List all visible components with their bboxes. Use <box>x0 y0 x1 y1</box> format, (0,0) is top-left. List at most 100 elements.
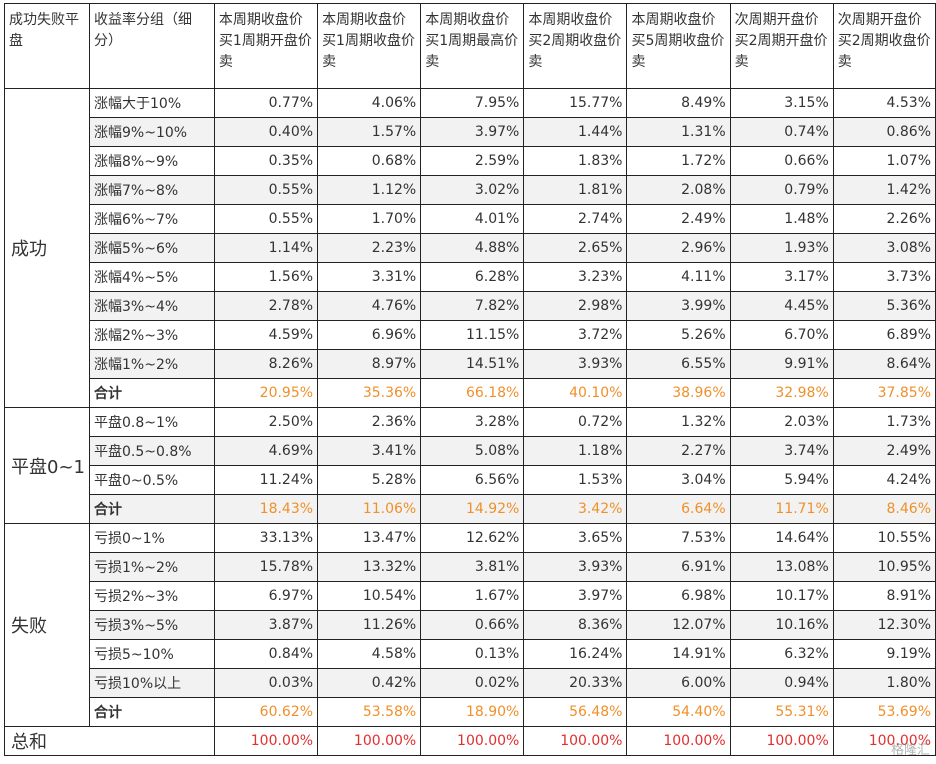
subtotal-value: 11.71% <box>729 494 834 524</box>
value-cell: 4.24% <box>832 465 936 495</box>
header-cell: 成功失败平盘 <box>4 3 90 89</box>
value-cell: 4.06% <box>317 88 422 118</box>
subtotal-value: 53.69% <box>832 697 936 727</box>
subtotal-value: 35.36% <box>317 378 422 408</box>
row-label: 亏损10%以上 <box>89 668 215 698</box>
value-cell: 1.14% <box>213 233 319 263</box>
value-cell: 10.54% <box>317 581 422 611</box>
subtotal-row: 合计 20.95% 35.36% 66.18% 40.10% 38.96% 32.98% 37… <box>5 378 936 408</box>
row-label: 涨幅4%~5% <box>89 262 215 292</box>
value-cell: 3.99% <box>626 291 731 321</box>
row-label: 涨幅9%~10% <box>89 117 215 147</box>
value-cell: 2.74% <box>523 204 628 234</box>
value-cell: 10.16% <box>729 610 834 640</box>
value-cell: 3.23% <box>523 262 628 292</box>
table-body: 成功 涨幅大于10% 0.77% 4.06% 7.95% 15.77% 8.49% 3.15%… <box>4 88 936 756</box>
value-cell: 7.53% <box>626 523 731 553</box>
value-cell: 0.77% <box>213 88 319 118</box>
subtotal-row: 合计 18.43% 11.06% 14.92% 3.42% 6.64% 11.71% 8.46… <box>5 494 936 524</box>
row-label: 涨幅大于10% <box>89 88 215 118</box>
row-label: 亏损0~1% <box>89 523 215 553</box>
subtotal-row: 合计 60.62% 53.58% 18.90% 56.48% 54.40% 55.31% 53… <box>5 697 936 727</box>
watermark: 格隆汇 <box>890 743 930 758</box>
value-cell: 3.97% <box>420 117 525 147</box>
value-cell: 4.11% <box>626 262 731 292</box>
value-cell: 12.62% <box>420 523 525 553</box>
value-cell: 1.73% <box>832 407 936 437</box>
value-cell: 9.91% <box>729 349 834 379</box>
value-cell: 8.97% <box>317 349 422 379</box>
table-row: 涨幅8%~9% 0.35% 0.68% 2.59% 1.83% 1.72% 0.66% 1.0… <box>5 146 936 176</box>
table-row: 平盘0.5~0.8% 4.69% 3.41% 5.08% 1.18% 2.27% 3.74%… <box>5 436 936 466</box>
subtotal-value: 60.62% <box>213 697 319 727</box>
value-cell: 0.74% <box>729 117 834 147</box>
value-cell: 5.08% <box>420 436 525 466</box>
value-cell: 4.01% <box>420 204 525 234</box>
value-cell: 4.53% <box>832 88 936 118</box>
subtotal-value: 54.40% <box>626 697 731 727</box>
table-row: 涨幅1%~2% 8.26% 8.97% 14.51% 3.93% 6.55% 9.91% 8.… <box>5 349 936 379</box>
table-row: 亏损10%以上 0.03% 0.42% 0.02% 20.33% 6.00% 0.94% 1.… <box>5 668 936 698</box>
subtotal-label: 合计 <box>89 378 215 408</box>
value-cell: 3.15% <box>729 88 834 118</box>
value-cell: 4.58% <box>317 639 422 669</box>
value-cell: 3.74% <box>729 436 834 466</box>
value-cell: 4.59% <box>213 320 319 350</box>
value-cell: 6.00% <box>626 668 731 698</box>
value-cell: 0.13% <box>420 639 525 669</box>
value-cell: 1.80% <box>832 668 936 698</box>
subtotal-value: 18.43% <box>213 494 319 524</box>
value-cell: 6.32% <box>729 639 834 669</box>
value-cell: 5.26% <box>626 320 731 350</box>
value-cell: 5.36% <box>832 291 936 321</box>
grand-total-value: 100.00% <box>832 726 936 756</box>
table-row: 亏损3%~5% 3.87% 11.26% 0.66% 8.36% 12.07% 10.16%… <box>5 610 936 640</box>
value-cell: 6.91% <box>626 552 731 582</box>
value-cell: 11.15% <box>420 320 525 350</box>
subtotal-value: 40.10% <box>523 378 628 408</box>
subtotal-value: 14.92% <box>420 494 525 524</box>
value-cell: 3.81% <box>420 552 525 582</box>
grand-total-value: 100.00% <box>420 726 525 756</box>
subtotal-value: 32.98% <box>729 378 834 408</box>
header-cell: 本周期收盘价买1周期收盘价卖 <box>317 3 422 89</box>
grand-total-value: 100.00% <box>523 726 628 756</box>
value-cell: 0.42% <box>317 668 422 698</box>
value-cell: 3.73% <box>832 262 936 292</box>
table-row: 涨幅7%~8% 0.55% 1.12% 3.02% 1.81% 2.08% 0.79% 1.4… <box>5 175 936 205</box>
subtotal-value: 3.42% <box>523 494 628 524</box>
row-label: 平盘0~0.5% <box>89 465 215 495</box>
table-row: 涨幅4%~5% 1.56% 3.31% 6.28% 3.23% 4.11% 3.17% 3.7… <box>5 262 936 292</box>
value-cell: 2.59% <box>420 146 525 176</box>
value-cell: 8.36% <box>523 610 628 640</box>
value-cell: 1.42% <box>832 175 936 205</box>
subtotal-label: 合计 <box>89 697 215 727</box>
value-cell: 1.48% <box>729 204 834 234</box>
value-cell: 6.56% <box>420 465 525 495</box>
value-cell: 2.78% <box>213 291 319 321</box>
value-cell: 13.08% <box>729 552 834 582</box>
value-cell: 2.50% <box>213 407 319 437</box>
value-cell: 2.96% <box>626 233 731 263</box>
value-cell: 0.40% <box>213 117 319 147</box>
value-cell: 5.28% <box>317 465 422 495</box>
value-cell: 9.19% <box>832 639 936 669</box>
value-cell: 3.17% <box>729 262 834 292</box>
value-cell: 10.55% <box>832 523 936 553</box>
value-cell: 1.53% <box>523 465 628 495</box>
value-cell: 1.72% <box>626 146 731 176</box>
returns-table: 成功失败平盘 收益率分组（细分） 本周期收盘价买1周期开盘价卖 本周期收盘价买1… <box>4 3 936 756</box>
value-cell: 1.93% <box>729 233 834 263</box>
value-cell: 10.17% <box>729 581 834 611</box>
table-row: 涨幅3%~4% 2.78% 4.76% 7.82% 2.98% 3.99% 4.45% 5.3… <box>5 291 936 321</box>
value-cell: 1.56% <box>213 262 319 292</box>
subtotal-value: 56.48% <box>523 697 628 727</box>
table-row: 成功 涨幅大于10% 0.77% 4.06% 7.95% 15.77% 8.49% 3.15%… <box>4 88 936 408</box>
value-cell: 3.65% <box>523 523 628 553</box>
value-cell: 11.26% <box>317 610 422 640</box>
value-cell: 10.95% <box>832 552 936 582</box>
subtotal-value: 8.46% <box>832 494 936 524</box>
grand-total-value: 100.00% <box>317 726 422 756</box>
value-cell: 4.88% <box>420 233 525 263</box>
value-cell: 12.30% <box>832 610 936 640</box>
